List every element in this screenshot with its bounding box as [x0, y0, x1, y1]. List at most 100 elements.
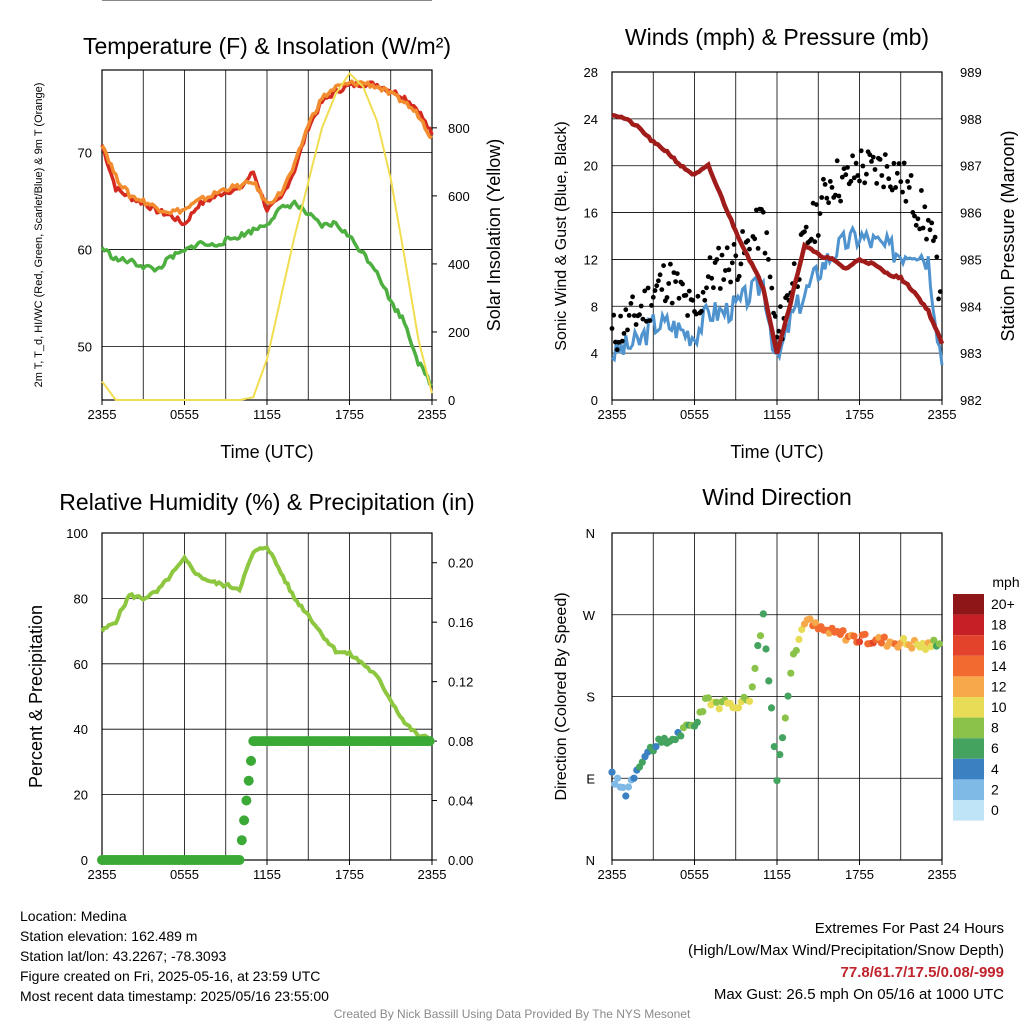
y-right-tick-label: 982 — [960, 393, 982, 408]
y-right-tick-label: 0.08 — [448, 734, 473, 749]
x-tick-label: 1155 — [763, 407, 791, 422]
direction-point — [792, 646, 800, 655]
y-right-tick-label: 0.16 — [448, 615, 473, 630]
direction-point — [756, 632, 765, 640]
gust-point — [652, 288, 658, 293]
gust-point — [716, 245, 721, 251]
gust-point — [901, 160, 907, 166]
gust-point — [654, 283, 660, 289]
gust-point — [903, 198, 909, 204]
y-tick-label: 80 — [74, 591, 88, 606]
x-tick-label: 0555 — [170, 867, 199, 882]
direction-point — [611, 780, 619, 788]
gust-point — [666, 281, 672, 286]
gust-point — [817, 211, 823, 217]
direction-point — [806, 615, 814, 623]
gust-point — [650, 294, 656, 300]
gust-point — [934, 254, 940, 260]
gust-point — [857, 178, 862, 184]
precip-point — [241, 795, 252, 806]
gust-point — [920, 225, 926, 231]
direction-point — [630, 774, 638, 782]
direction-point — [781, 714, 789, 722]
gust-point — [649, 303, 654, 308]
gust-point — [884, 164, 890, 169]
direction-point — [839, 627, 847, 635]
gust-point — [814, 202, 819, 208]
series-line — [100, 80, 434, 227]
gust-point — [619, 338, 625, 344]
direction-point — [622, 792, 630, 800]
gust-point — [922, 204, 928, 210]
legend-label: 4 — [991, 761, 999, 777]
extremes-subtitle: (High/Low/Max Wind/Precipitation/Snow De… — [688, 942, 1004, 959]
direction-point — [715, 705, 723, 713]
gust-point — [740, 229, 745, 234]
gust-point — [937, 289, 943, 294]
gust-point — [850, 153, 855, 159]
gust-point — [870, 154, 876, 160]
y-tick-label: 4 — [591, 346, 598, 361]
gust-point — [882, 152, 888, 158]
gust-point — [702, 297, 708, 303]
y-tick-label: E — [586, 771, 595, 786]
gust-point — [826, 200, 831, 206]
station-elevation: Station elevation: 162.489 m — [20, 928, 198, 944]
gust-point — [919, 188, 924, 193]
precip-point — [246, 755, 256, 766]
y-tick-label: 0 — [81, 853, 88, 868]
gust-point — [738, 261, 744, 267]
gust-point — [784, 293, 790, 298]
x-tick-label: 0555 — [170, 407, 199, 422]
gust-point — [762, 250, 768, 256]
legend-label: 10 — [991, 699, 1007, 715]
y-right-tick-label: 988 — [960, 112, 982, 127]
gust-point — [628, 301, 634, 306]
gust-point — [685, 313, 690, 318]
y-right-tick-label: 0.12 — [448, 675, 473, 690]
y-axis-label: Direction (Colored By Speed) — [553, 592, 570, 800]
legend-swatch — [953, 697, 984, 718]
gust-point — [924, 236, 929, 242]
gust-point — [626, 313, 632, 318]
gust-point — [772, 314, 778, 319]
gust-point — [881, 184, 886, 190]
precip-point — [236, 835, 247, 846]
gust-point — [766, 257, 771, 262]
legend-swatch — [953, 717, 984, 739]
series-line — [100, 79, 433, 216]
y-right-tick-label: 200 — [448, 325, 470, 340]
gust-point — [695, 293, 701, 299]
gust-point — [836, 193, 842, 199]
gust-point — [686, 288, 692, 294]
direction-point — [935, 640, 943, 648]
y-right-tick-label: 0.00 — [448, 853, 473, 868]
gust-point — [664, 295, 670, 300]
gust-point — [829, 185, 835, 190]
recent-timestamp: Most recent data timestamp: 2025/05/16 2… — [20, 988, 329, 1004]
x-tick-label: 1755 — [845, 867, 874, 882]
gust-point — [625, 327, 630, 333]
legend-swatch — [953, 738, 984, 759]
legend-label: 0 — [991, 802, 999, 818]
legend-label: 20+ — [991, 596, 1015, 612]
gust-point — [819, 195, 825, 200]
x-axis-label: Time (UTC) — [730, 442, 823, 462]
y-tick-label: 20 — [584, 159, 598, 174]
y-tick-label: N — [586, 526, 595, 541]
gust-point — [864, 171, 869, 177]
gust-point — [731, 242, 737, 247]
precip-point — [234, 855, 245, 865]
x-axis-label: Time (UTC) — [220, 442, 313, 462]
chart-title: Relative Humidity (%) & Precipitation (i… — [59, 489, 474, 515]
direction-point — [908, 644, 916, 652]
direction-point — [624, 783, 633, 791]
chart-title: Wind Direction — [702, 484, 852, 510]
direction-point — [754, 642, 762, 650]
y-right-tick-label: 984 — [960, 299, 982, 314]
direction-point — [861, 630, 869, 638]
gust-point — [905, 179, 910, 184]
series-line — [101, 72, 433, 401]
y-tick-label: 70 — [78, 146, 92, 161]
y-right-axis-label: Solar Insolation (Yellow) — [484, 139, 504, 331]
